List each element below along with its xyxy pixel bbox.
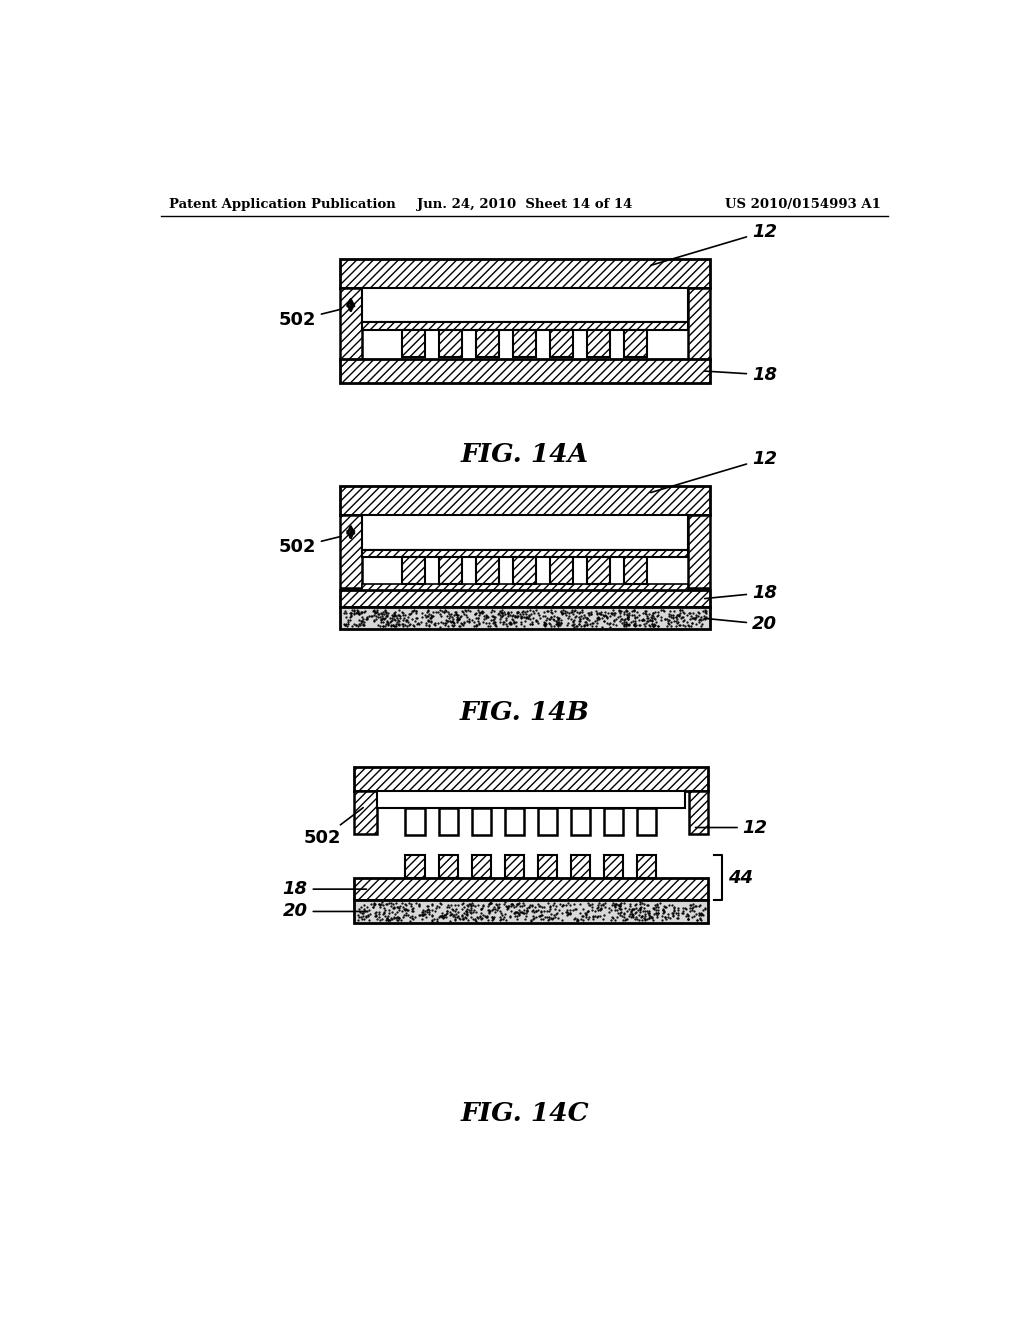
Bar: [513, 557, 537, 585]
Text: 44: 44: [728, 869, 753, 887]
Bar: [361, 515, 688, 549]
Bar: [604, 855, 624, 878]
Bar: [361, 288, 688, 322]
Bar: [402, 557, 425, 585]
Bar: [472, 855, 490, 878]
Bar: [406, 855, 425, 878]
Bar: [402, 330, 425, 358]
Bar: [354, 878, 708, 900]
Bar: [340, 590, 710, 607]
Text: FIG. 14A: FIG. 14A: [461, 442, 589, 467]
Text: 12: 12: [695, 818, 768, 837]
Text: 12: 12: [650, 223, 777, 265]
Text: 18: 18: [705, 583, 777, 602]
Bar: [625, 330, 647, 358]
Text: 502: 502: [279, 536, 341, 556]
Bar: [637, 855, 656, 878]
Bar: [550, 330, 573, 358]
Bar: [513, 330, 537, 358]
Text: 502: 502: [279, 309, 341, 329]
Bar: [439, 330, 463, 358]
Bar: [637, 808, 656, 836]
Text: Jun. 24, 2010  Sheet 14 of 14: Jun. 24, 2010 Sheet 14 of 14: [417, 198, 633, 211]
Bar: [505, 808, 524, 836]
Text: Patent Application Publication: Patent Application Publication: [169, 198, 396, 211]
Bar: [625, 557, 647, 585]
Bar: [689, 792, 708, 834]
Bar: [406, 808, 425, 836]
Bar: [361, 322, 688, 330]
Bar: [472, 808, 490, 836]
Bar: [604, 808, 624, 836]
Bar: [571, 855, 590, 878]
Bar: [340, 607, 710, 628]
Bar: [476, 330, 500, 358]
Bar: [587, 557, 610, 585]
Text: FIG. 14B: FIG. 14B: [460, 701, 590, 725]
Bar: [340, 486, 710, 515]
Bar: [538, 855, 557, 878]
Bar: [538, 808, 557, 836]
Text: US 2010/0154993 A1: US 2010/0154993 A1: [725, 198, 881, 211]
Bar: [340, 359, 710, 383]
Text: 12: 12: [650, 450, 777, 492]
Bar: [439, 557, 463, 585]
Text: 20: 20: [705, 615, 777, 634]
Bar: [587, 330, 610, 358]
Bar: [340, 259, 710, 288]
Bar: [354, 792, 377, 834]
Text: 18: 18: [283, 880, 367, 898]
Text: 20: 20: [283, 903, 367, 920]
Bar: [377, 792, 685, 808]
Text: FIG. 14C: FIG. 14C: [461, 1101, 589, 1126]
Bar: [361, 549, 688, 557]
Bar: [505, 855, 524, 878]
Text: 18: 18: [705, 366, 777, 384]
Bar: [340, 515, 361, 589]
Bar: [361, 585, 688, 590]
Bar: [476, 557, 500, 585]
Bar: [354, 767, 708, 792]
Bar: [550, 557, 573, 585]
Bar: [688, 515, 710, 589]
Bar: [438, 855, 458, 878]
Bar: [354, 900, 708, 923]
Bar: [688, 288, 710, 360]
Bar: [438, 808, 458, 836]
Text: 502: 502: [304, 808, 364, 847]
Bar: [340, 288, 361, 360]
Bar: [571, 808, 590, 836]
